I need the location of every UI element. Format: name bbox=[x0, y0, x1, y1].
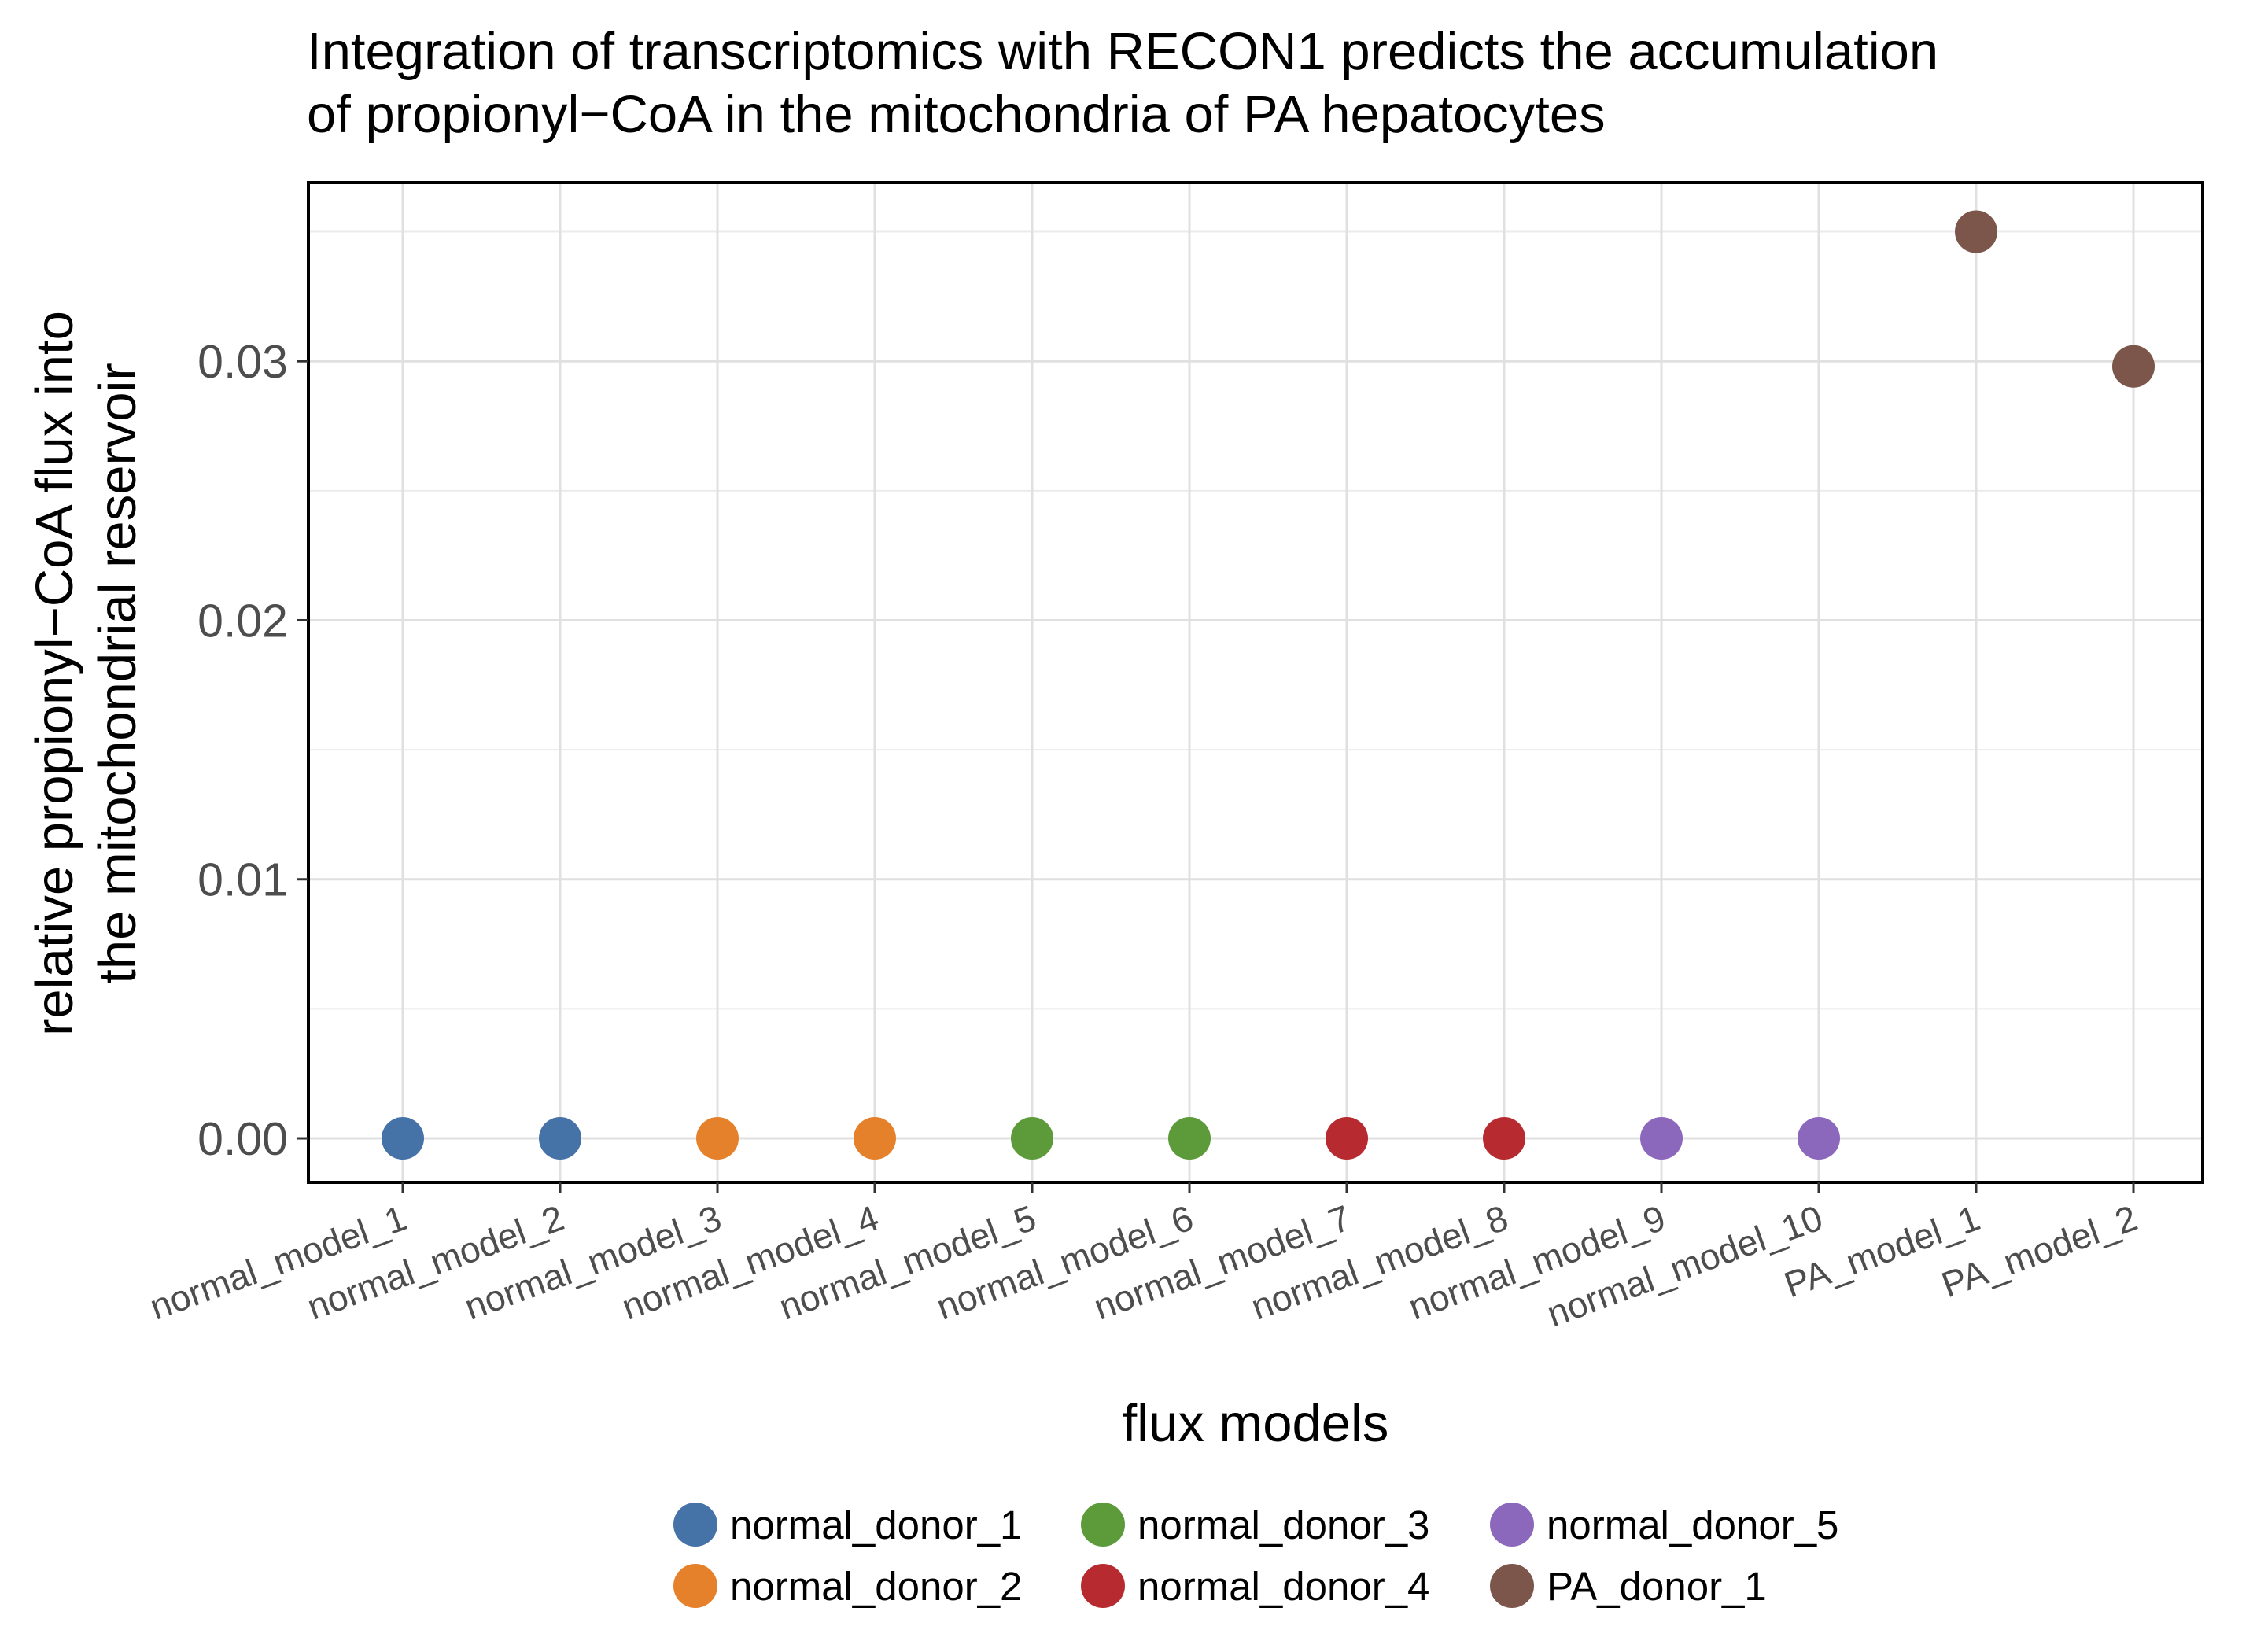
data-point bbox=[696, 1117, 739, 1160]
major-grid bbox=[308, 183, 2203, 1182]
legend-label: normal_donor_5 bbox=[1547, 1503, 1838, 1547]
legend-key bbox=[1490, 1564, 1534, 1608]
y-tick-label: 0.03 bbox=[197, 336, 288, 388]
y-tick-label: 0.02 bbox=[197, 595, 288, 647]
chart-title: Integration of transcriptomics with RECO… bbox=[307, 22, 1938, 144]
chart-title-line-1: Integration of transcriptomics with RECO… bbox=[307, 22, 1938, 81]
data-point bbox=[2112, 345, 2155, 388]
data-point bbox=[539, 1117, 581, 1160]
data-point bbox=[1483, 1117, 1525, 1160]
x-axis: normal_model_1normal_model_2normal_model… bbox=[145, 1182, 2142, 1334]
legend-item: normal_donor_5 bbox=[1490, 1503, 1838, 1547]
legend-label: normal_donor_2 bbox=[730, 1564, 1022, 1609]
legend-key bbox=[1490, 1503, 1534, 1547]
legend-label: normal_donor_4 bbox=[1138, 1564, 1429, 1609]
minor-grid bbox=[308, 230, 2203, 1010]
data-point bbox=[854, 1117, 896, 1160]
legend-key bbox=[673, 1564, 717, 1608]
legend-item: PA_donor_1 bbox=[1490, 1564, 1767, 1609]
x-axis-title: flux models bbox=[1123, 1394, 1389, 1453]
legend-item: normal_donor_1 bbox=[673, 1503, 1022, 1547]
plot-panel-border bbox=[307, 181, 2204, 1184]
x-tick-label: normal_model_1 bbox=[145, 1197, 412, 1328]
legend-item: normal_donor_3 bbox=[1081, 1503, 1429, 1547]
chart-title-line-2: of propionyl−CoA in the mitochondria of … bbox=[307, 85, 1606, 144]
legend-item: normal_donor_2 bbox=[673, 1564, 1022, 1609]
y-axis: 0.00 0.01 0.02 0.03 bbox=[197, 336, 308, 1165]
y-tick-label: 0.00 bbox=[197, 1113, 288, 1165]
y-axis-title-line-2: the mitochondrial reservoir bbox=[88, 363, 147, 983]
data-point bbox=[1326, 1117, 1368, 1160]
legend-key bbox=[673, 1503, 717, 1547]
legend-key bbox=[1081, 1564, 1125, 1608]
data-point bbox=[382, 1117, 424, 1160]
legend-label: normal_donor_3 bbox=[1138, 1503, 1429, 1547]
data-point bbox=[1640, 1117, 1683, 1160]
data-points bbox=[382, 210, 2155, 1160]
data-point bbox=[1955, 210, 1997, 253]
legend-label: normal_donor_1 bbox=[730, 1503, 1022, 1547]
legend-label: PA_donor_1 bbox=[1547, 1564, 1767, 1609]
legend-key bbox=[1081, 1503, 1125, 1547]
legend: normal_donor_1 normal_donor_2 normal_donor… bbox=[673, 1503, 1838, 1609]
data-point bbox=[1011, 1117, 1053, 1160]
y-tick-label: 0.01 bbox=[197, 854, 288, 906]
legend-item: normal_donor_4 bbox=[1081, 1564, 1429, 1609]
data-point bbox=[1168, 1117, 1211, 1160]
y-axis-title-line-1: relative propionyl−CoA flux into bbox=[25, 311, 84, 1036]
y-axis-title: relative propionyl−CoA flux into the mit… bbox=[25, 311, 147, 1036]
data-point bbox=[1798, 1117, 1840, 1160]
